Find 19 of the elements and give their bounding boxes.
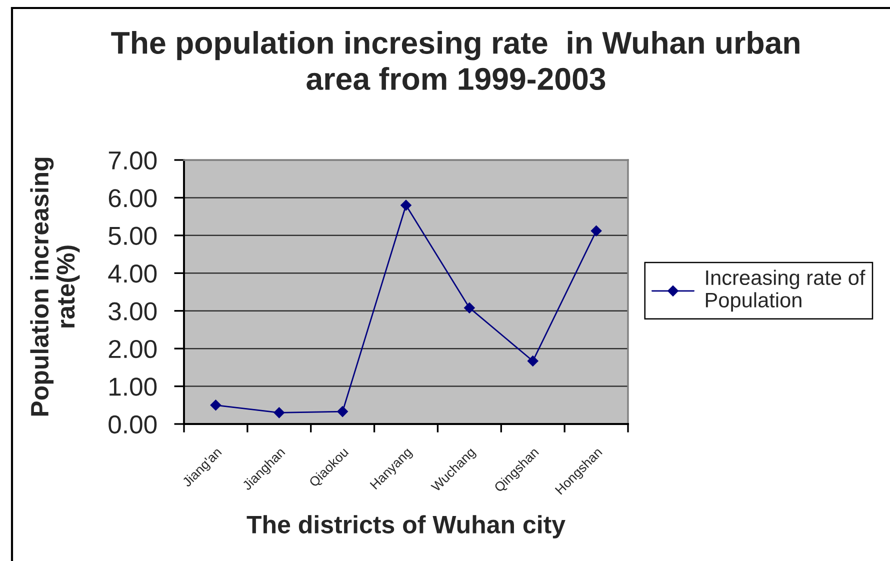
y-tick-label: 5.00 xyxy=(108,226,157,245)
chart-title: The population incresing rate in Wuhan urban area from 1999-2003 xyxy=(111,31,800,90)
y-tick-label: 6.00 xyxy=(108,189,157,208)
point xyxy=(337,406,348,417)
x-axis-title: The districts of Wuhan city xyxy=(246,515,566,538)
legend-label: Increasing rate of Population xyxy=(706,270,866,312)
y-tick-label: 1.00 xyxy=(110,378,157,396)
point xyxy=(527,356,538,366)
point xyxy=(274,407,285,418)
y-axis-title: Population increasing rate(%) xyxy=(30,158,80,416)
y-tick-label: 4.00 xyxy=(108,264,157,283)
point xyxy=(464,302,475,314)
point xyxy=(590,225,602,236)
y-tick-label: 3.00 xyxy=(108,302,157,320)
y-tick-label: 2.00 xyxy=(108,340,157,358)
point xyxy=(400,200,412,211)
y-tick-label: 0.00 xyxy=(108,415,157,434)
point xyxy=(210,400,222,411)
y-tick-label: 7.00 xyxy=(108,151,157,170)
